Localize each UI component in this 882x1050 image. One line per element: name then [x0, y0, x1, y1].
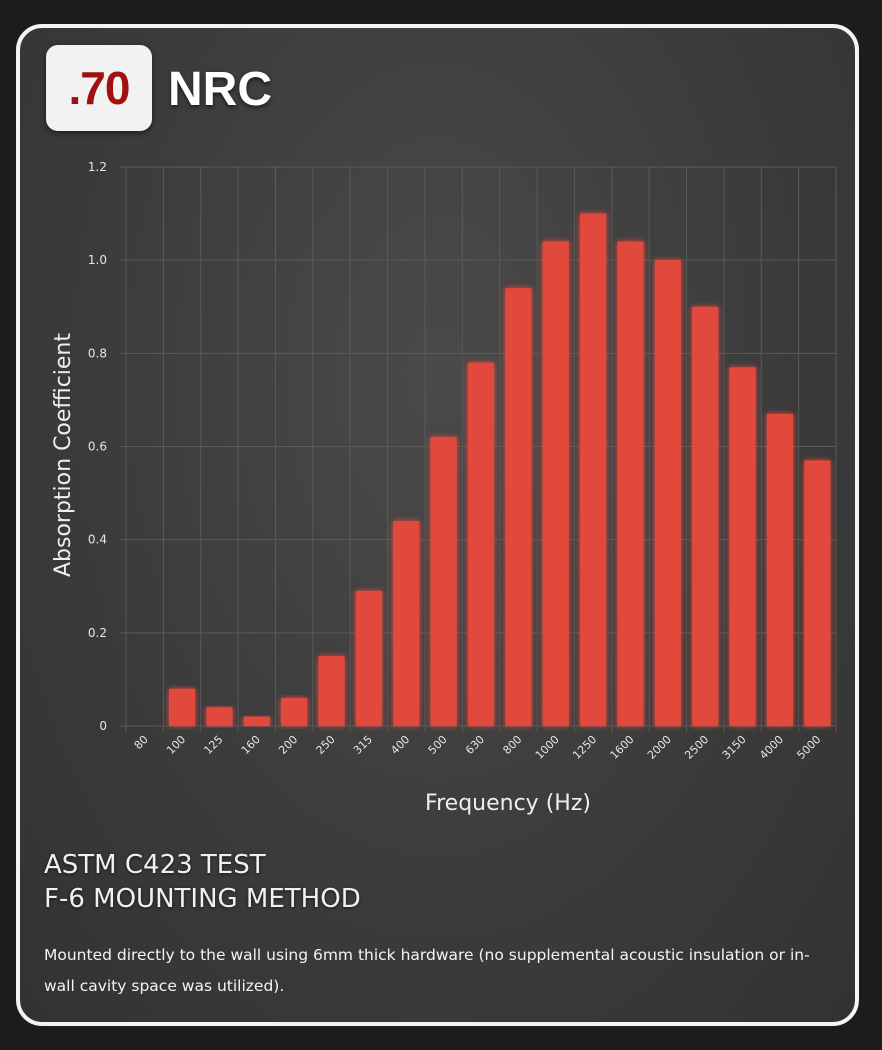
bar-100 [168, 688, 196, 726]
y-tick-label: 0.6 [88, 440, 107, 454]
y-axis-ticks: 0 0.2 0.4 0.6 0.8 1.0 1.2 [88, 160, 107, 733]
x-axis-ticks: 80 100 125 160 200 250 315 400 500 630 800 1000 1250… [132, 733, 824, 762]
bars [168, 213, 831, 727]
test-description: Mounted directly to the wall using 6mm t… [44, 946, 810, 995]
x-tick-label: 2500 [682, 733, 711, 762]
absorption-chart: 0 0.2 0.4 0.6 0.8 1.0 1.2 80 100 125 160 200 250 315… [51, 160, 837, 816]
y-tick-label: 0.4 [88, 533, 107, 547]
x-tick-label: 80 [132, 733, 151, 752]
x-tick-label: 500 [426, 733, 450, 757]
x-tick-label: 1000 [533, 733, 562, 762]
bar-250 [318, 656, 345, 726]
x-tick-label: 1250 [570, 733, 599, 762]
x-tick-label: 160 [239, 733, 263, 757]
bar-1250 [580, 213, 607, 727]
bar-1600 [617, 241, 644, 727]
bar-400 [393, 521, 420, 726]
x-tick-label: 200 [276, 733, 300, 757]
bar-4000 [766, 413, 794, 726]
y-axis-title: Absorption Coefficient [51, 333, 76, 577]
bar-630 [467, 362, 495, 726]
y-tick-label: 1.2 [88, 160, 107, 174]
x-tick-label: 630 [463, 733, 487, 757]
x-tick-label: 1600 [608, 733, 637, 762]
test-title-line1: ASTM C423 TEST [44, 850, 266, 880]
y-tick-label: 0.8 [88, 346, 107, 360]
bar-315 [355, 590, 382, 726]
nrc-value: .70 [68, 62, 131, 114]
bar-800 [505, 288, 532, 726]
bar-200 [281, 698, 308, 726]
x-tick-label: 400 [388, 733, 412, 757]
y-tick-label: 0.2 [88, 626, 107, 640]
x-tick-label: 315 [351, 733, 375, 757]
bar-1000 [542, 241, 569, 727]
bar-125 [206, 707, 233, 726]
test-title-line2: F-6 MOUNTING METHOD [44, 884, 361, 914]
bar-2500 [692, 306, 719, 726]
x-tick-label: 2000 [645, 733, 674, 762]
x-axis-title: Frequency (Hz) [425, 791, 591, 816]
bar-5000 [804, 460, 831, 726]
x-tick-label: 125 [202, 733, 226, 757]
x-tick-label: 4000 [757, 733, 786, 762]
bar-500 [430, 437, 457, 726]
nrc-label: NRC [168, 63, 272, 116]
bar-160 [243, 716, 270, 726]
nrc-badge: .70 [46, 45, 152, 131]
y-tick-label: 1.0 [88, 253, 107, 267]
y-tick-label: 0 [99, 719, 107, 733]
test-title: ASTM C423 TEST F-6 MOUNTING METHOD [44, 848, 361, 916]
x-tick-label: 800 [500, 733, 524, 757]
x-tick-label: 250 [314, 733, 338, 757]
bar-2000 [654, 260, 681, 726]
x-tick-label: 5000 [794, 733, 823, 762]
x-tick-label: 3150 [720, 733, 749, 762]
bar-3150 [729, 367, 756, 726]
x-tick-label: 100 [164, 733, 188, 757]
